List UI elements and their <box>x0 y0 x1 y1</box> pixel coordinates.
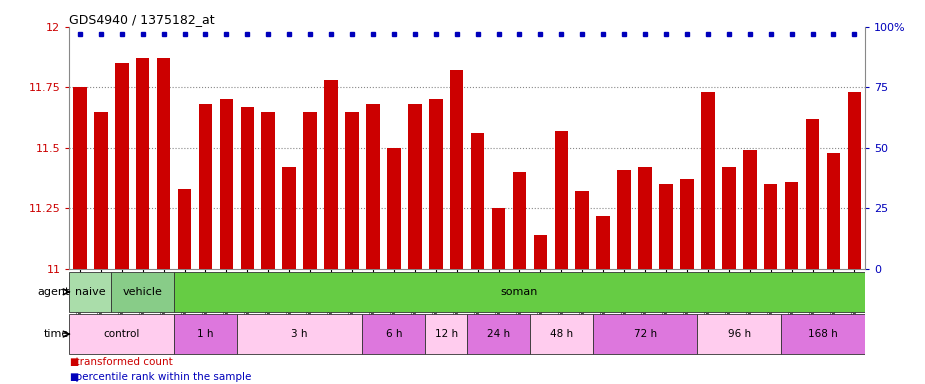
Text: GDS4940 / 1375182_at: GDS4940 / 1375182_at <box>69 13 215 26</box>
Bar <box>69 314 174 354</box>
Bar <box>597 215 610 269</box>
Text: naive: naive <box>75 287 105 297</box>
Text: ■: ■ <box>69 357 79 367</box>
Bar <box>593 314 697 354</box>
Text: ■: ■ <box>69 372 79 382</box>
Bar <box>174 314 237 354</box>
Bar <box>764 184 778 269</box>
Text: agent: agent <box>37 287 69 297</box>
Bar <box>366 104 380 269</box>
Text: 12 h: 12 h <box>435 329 458 339</box>
Bar <box>617 170 631 269</box>
Bar <box>94 112 107 269</box>
Bar <box>429 99 442 269</box>
Bar <box>115 63 129 269</box>
Bar <box>575 191 589 269</box>
Bar <box>471 133 485 269</box>
Bar <box>237 314 363 354</box>
Text: 96 h: 96 h <box>728 329 751 339</box>
Text: control: control <box>104 329 140 339</box>
Bar <box>638 167 652 269</box>
Text: soman: soman <box>500 287 538 297</box>
Bar <box>136 58 150 269</box>
Bar <box>282 167 296 269</box>
Bar <box>363 314 426 354</box>
Text: 168 h: 168 h <box>808 329 838 339</box>
Bar <box>784 182 798 269</box>
Text: 72 h: 72 h <box>634 329 657 339</box>
Bar <box>219 99 233 269</box>
Bar <box>69 271 111 312</box>
Bar <box>697 314 781 354</box>
Text: 6 h: 6 h <box>386 329 402 339</box>
Bar <box>530 314 593 354</box>
Text: 24 h: 24 h <box>487 329 510 339</box>
Bar <box>408 104 422 269</box>
Bar <box>426 314 467 354</box>
Bar <box>303 112 317 269</box>
Bar <box>680 179 694 269</box>
Text: 1 h: 1 h <box>197 329 214 339</box>
Text: percentile rank within the sample: percentile rank within the sample <box>69 372 252 382</box>
Text: 48 h: 48 h <box>549 329 573 339</box>
Bar <box>345 112 359 269</box>
Bar <box>467 314 530 354</box>
Bar <box>492 209 505 269</box>
Bar <box>111 271 174 312</box>
Bar <box>325 80 338 269</box>
Bar <box>387 148 401 269</box>
Bar <box>534 235 548 269</box>
Bar <box>701 92 715 269</box>
Bar <box>262 112 275 269</box>
Text: transformed count: transformed count <box>69 357 173 367</box>
Bar <box>240 107 254 269</box>
Bar <box>847 92 861 269</box>
Text: 3 h: 3 h <box>291 329 308 339</box>
Text: time: time <box>44 329 69 339</box>
Bar <box>512 172 526 269</box>
Bar <box>199 104 212 269</box>
Bar <box>174 271 865 312</box>
Bar <box>827 153 840 269</box>
Bar <box>178 189 191 269</box>
Bar <box>554 131 568 269</box>
Bar <box>722 167 735 269</box>
Text: vehicle: vehicle <box>123 287 163 297</box>
Bar <box>156 58 170 269</box>
Bar <box>73 88 87 269</box>
Bar <box>743 150 757 269</box>
Bar <box>450 70 463 269</box>
Bar <box>781 314 865 354</box>
Bar <box>660 184 672 269</box>
Bar <box>806 119 820 269</box>
